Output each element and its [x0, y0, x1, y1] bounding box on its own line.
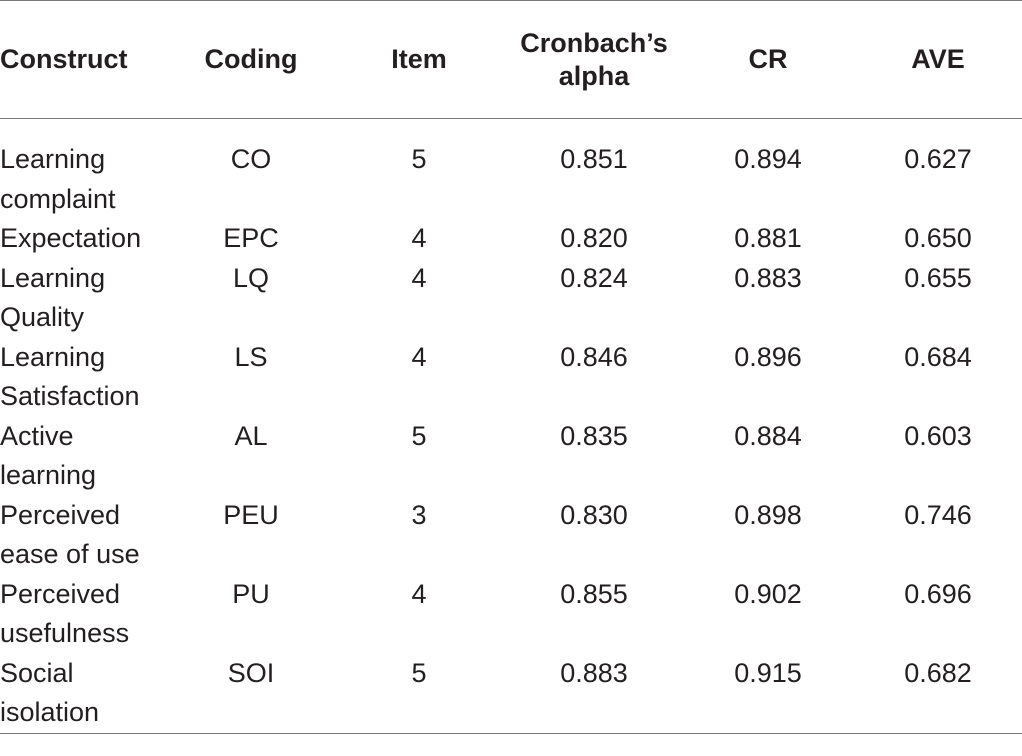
construct-line1: Perceived [0, 578, 121, 609]
cell-ave: 0.684 [904, 341, 972, 372]
header-alpha-line1: Cronbach’s [520, 27, 668, 58]
construct-line1: Learning [0, 144, 106, 174]
construct-line2: ease of use [0, 539, 140, 569]
construct-line2: complaint [0, 183, 116, 214]
construct-line2: isolation [0, 697, 100, 727]
header-cronbachs-alpha: Cronbach’s alpha [506, 1, 682, 119]
header-cr: CR [748, 44, 788, 74]
cell-item: 4 [411, 262, 427, 293]
cell-coding: LS [234, 341, 268, 372]
cell-cr: 0.894 [734, 144, 802, 174]
cell-cronbachs-alpha: 0.855 [560, 578, 628, 609]
cell-cronbachs-alpha: 0.824 [560, 262, 628, 293]
cell-construct: Perceived ease of use [0, 496, 170, 575]
cell-ave: 0.655 [904, 262, 972, 293]
header-item: Item [391, 44, 447, 74]
cell-item: 3 [411, 499, 427, 530]
table-row: Learning complaint CO 5 0.851 0.894 0.627 [0, 140, 1022, 219]
cell-cr: 0.883 [734, 262, 802, 293]
construct-line2: Satisfaction [0, 381, 140, 411]
table-row: Perceived ease of use PEU 3 0.830 0.898 0.746 [0, 496, 1022, 575]
cell-item: 5 [411, 144, 427, 174]
header-alpha-line2: alpha [558, 60, 630, 91]
table-row: Perceived usefulness PU 4 0.855 0.902 0.696 [0, 575, 1022, 654]
construct-line1: Learning [0, 341, 106, 372]
cell-construct: Learning Satisfaction [0, 338, 170, 417]
construct-line1: Active [0, 420, 74, 451]
cell-cronbachs-alpha: 0.846 [560, 341, 628, 372]
table-row: Learning Satisfaction LS 4 0.846 0.896 0.684 [0, 338, 1022, 417]
cell-cronbachs-alpha: 0.835 [560, 420, 628, 451]
header-ave: AVE [911, 44, 965, 74]
cell-coding: LQ [232, 262, 270, 293]
header-construct: Construct [0, 44, 128, 74]
cell-ave: 0.682 [904, 657, 972, 688]
cell-construct: Learning Quality [0, 259, 170, 338]
table-row: Expectation EPC 4 0.820 0.881 0.650 [0, 219, 1022, 259]
cell-item: 4 [411, 578, 427, 609]
construct-line2: usefulness [0, 618, 130, 648]
cell-item: 4 [411, 341, 427, 372]
cell-item: 4 [411, 223, 427, 253]
cell-cr: 0.884 [734, 420, 802, 451]
cell-cr: 0.896 [734, 341, 802, 372]
cell-cr: 0.881 [734, 223, 802, 253]
cell-cronbachs-alpha: 0.820 [560, 223, 628, 253]
cell-cronbachs-alpha: 0.830 [560, 499, 628, 530]
cell-ave: 0.650 [904, 223, 972, 253]
cell-construct: Social isolation [0, 654, 170, 734]
construct-line2: learning [0, 460, 97, 490]
cell-ave: 0.746 [904, 499, 972, 530]
spacer-row [0, 119, 1022, 141]
cell-construct: Learning complaint [0, 140, 170, 219]
cell-ave: 0.696 [904, 578, 972, 609]
cell-cr: 0.915 [734, 657, 802, 688]
cell-cr: 0.898 [734, 499, 802, 530]
cell-coding: EPC [223, 223, 279, 253]
header-row: Construct Coding Item Cronbach’s alpha C… [0, 0, 1022, 119]
cell-construct: Expectation [0, 219, 170, 259]
table-row: Social isolation SOI 5 0.883 0.915 0.682 [0, 654, 1022, 734]
cell-coding: AL [234, 420, 268, 451]
reliability-table: Construct Coding Item Cronbach’s alpha C… [0, 0, 1022, 734]
cell-ave: 0.627 [904, 144, 972, 174]
construct-line1: Expectation [0, 223, 142, 253]
table-header: Construct Coding Item Cronbach’s alpha C… [0, 0, 1022, 119]
construct-line1: Perceived [0, 499, 121, 530]
cell-item: 5 [411, 420, 427, 451]
construct-line1: Learning [0, 262, 106, 293]
construct-line2: Quality [0, 302, 85, 332]
table-row: Learning Quality LQ 4 0.824 0.883 0.655 [0, 259, 1022, 338]
cell-construct: Active learning [0, 417, 170, 496]
cell-cronbachs-alpha: 0.851 [560, 144, 628, 174]
construct-line1: Social [0, 657, 74, 688]
cell-coding: PEU [223, 499, 279, 530]
cell-coding: SOI [227, 657, 275, 688]
cell-cronbachs-alpha: 0.883 [560, 657, 628, 688]
table-body: Learning complaint CO 5 0.851 0.894 0.627 Expec… [0, 119, 1022, 734]
cell-cr: 0.902 [734, 578, 802, 609]
cell-ave: 0.603 [904, 420, 972, 451]
cell-item: 5 [411, 657, 427, 688]
table-row: Active learning AL 5 0.835 0.884 0.603 [0, 417, 1022, 496]
cell-construct: Perceived usefulness [0, 575, 170, 654]
header-coding: Coding [204, 44, 298, 74]
cell-coding: PU [232, 578, 270, 609]
cell-coding: CO [230, 144, 272, 174]
